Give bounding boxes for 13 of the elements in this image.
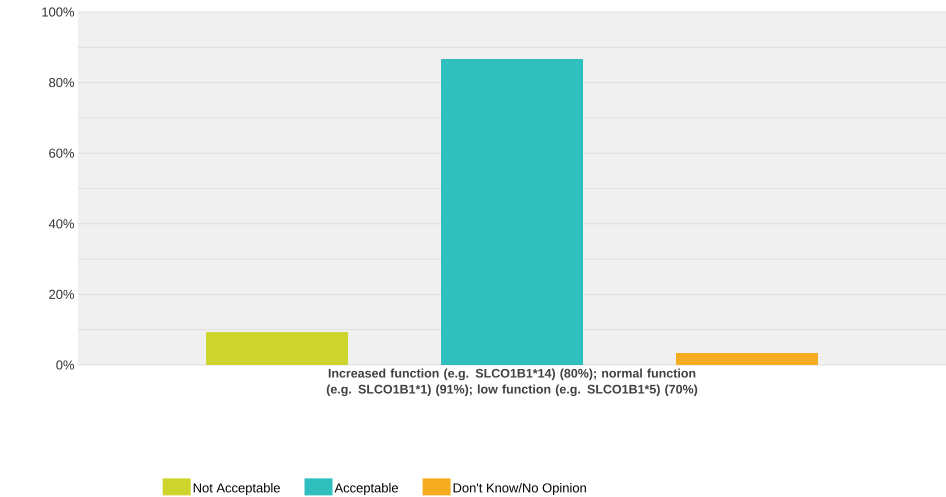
y-tick-label: 80%: [49, 78, 74, 88]
bar: [206, 332, 348, 365]
legend-label: Not Acceptable: [194, 482, 280, 496]
y-tick-label: 20%: [49, 290, 74, 299]
legend-label: Don't Know/No Opinion: [454, 482, 586, 496]
y-tick-label: 0%: [56, 360, 74, 370]
x-tick-label: Increased function (e.g. SLCO1B1*14) (80%); normal function (e.g. SLCO1B1*1) (91%); low function (e.g. SLCO1B1*5) (70%): [326, 368, 698, 396]
y-tick-label: 100%: [42, 7, 74, 17]
legend-label: Acceptable: [334, 482, 398, 496]
y-tick-label: 40%: [48, 219, 74, 228]
bar: [441, 58, 584, 365]
bar: [676, 352, 818, 365]
y-tick-label: 60%: [49, 148, 74, 158]
